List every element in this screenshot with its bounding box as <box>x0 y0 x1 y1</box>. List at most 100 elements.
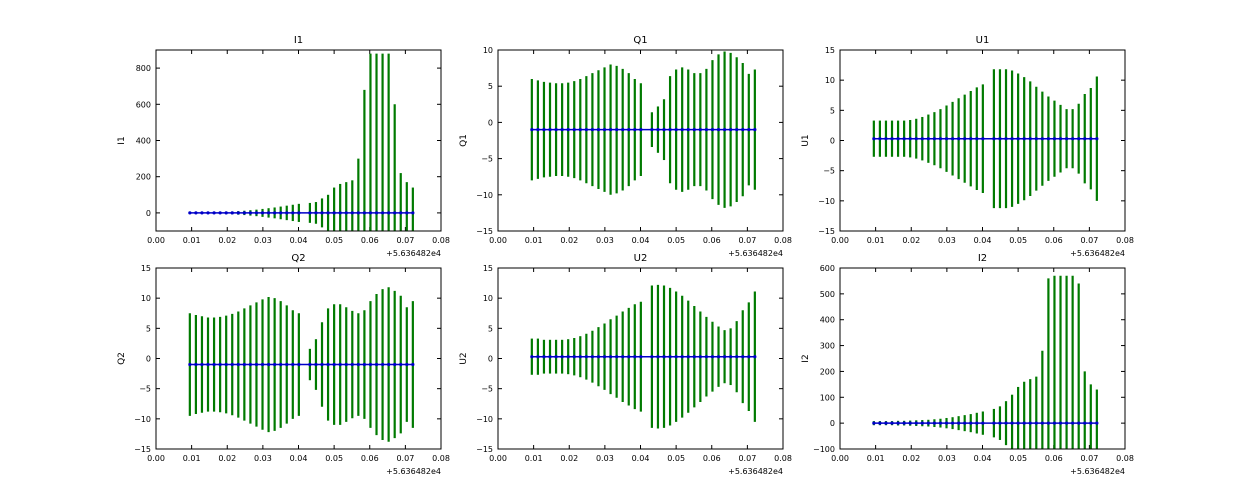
data-point <box>753 128 757 132</box>
y-tick-label: 15 <box>825 46 835 55</box>
data-point <box>194 211 198 215</box>
y-tick-label: 500 <box>820 290 835 299</box>
data-point <box>890 137 894 141</box>
data-point <box>260 362 265 367</box>
subplot-q2: Q2 Q2 0.00 0.01 0.02 0.03 0.04 0.05 0.06 0.07 0.08… <box>117 253 450 476</box>
subplot-title: Q1 <box>633 35 647 46</box>
data-point <box>254 362 259 367</box>
x-tick-label: 0.03 <box>596 236 614 245</box>
data-point <box>692 128 696 132</box>
x-tick-label: 0.02 <box>218 454 236 463</box>
data-point <box>374 362 379 367</box>
data-point <box>957 421 961 425</box>
data-point <box>387 362 391 367</box>
data-point <box>963 137 967 141</box>
y-tick-label: −10 <box>818 197 835 206</box>
y-tick-label: 5 <box>146 324 151 333</box>
data-point <box>710 128 715 132</box>
x-tick-label: 0.08 <box>774 236 792 245</box>
subplot-u2: U2 U2 0.00 0.01 0.02 0.03 0.04 0.05 0.06 0.07 0.08… <box>459 253 792 476</box>
x-tick-label: 0.02 <box>218 236 236 245</box>
y-axis-label: Q1 <box>459 134 469 147</box>
data-point <box>1034 137 1038 141</box>
data-point <box>338 362 342 367</box>
y-tick-label: 300 <box>820 342 835 351</box>
data-point <box>273 211 277 215</box>
subplot-title: U1 <box>976 35 990 46</box>
data-point <box>602 128 607 132</box>
data-point <box>650 355 654 359</box>
data-point <box>344 362 348 367</box>
data-point <box>1022 137 1026 141</box>
data-point <box>266 211 271 215</box>
data-point <box>957 137 961 141</box>
data-point <box>1095 137 1099 141</box>
x-tick-label: 0.02 <box>560 454 578 463</box>
data-point <box>674 355 678 359</box>
data-point <box>729 355 733 359</box>
x-offset-label: +5.636482e4 <box>386 467 441 476</box>
data-point <box>332 362 336 367</box>
data-point <box>308 362 312 367</box>
x-tick-label: 0.04 <box>290 236 308 245</box>
y-tick-label: −5 <box>481 155 493 164</box>
x-offset-label: +5.636482e4 <box>386 249 441 258</box>
data-point <box>1064 137 1069 141</box>
data-point <box>621 128 625 132</box>
data-point <box>206 362 210 367</box>
axes-frame <box>155 267 442 450</box>
data-point <box>230 362 234 367</box>
data-point <box>908 137 912 141</box>
data-point <box>722 355 727 359</box>
x-tick-label: 0.04 <box>974 454 992 463</box>
data-point <box>326 211 330 215</box>
data-point <box>248 211 253 215</box>
data-point <box>938 137 943 141</box>
data-point <box>242 211 246 215</box>
data-point <box>1010 421 1014 425</box>
x-tick-label: 0.03 <box>938 454 956 463</box>
x-tick-label: 0.06 <box>361 236 379 245</box>
y-tick-label: −5 <box>481 385 493 394</box>
data-point <box>698 128 702 132</box>
data-point <box>206 211 210 215</box>
y-tick-label: −10 <box>476 191 493 200</box>
data-point <box>729 128 733 132</box>
data-point <box>380 211 385 215</box>
data-point <box>1083 421 1087 425</box>
data-point <box>1083 137 1087 141</box>
data-point <box>627 128 631 132</box>
data-point <box>963 421 967 425</box>
data-point <box>314 362 318 367</box>
data-point <box>326 362 330 367</box>
data-point <box>902 137 906 141</box>
data-point <box>566 355 570 359</box>
data-point <box>753 355 757 359</box>
data-point <box>920 421 924 425</box>
data-point <box>920 137 924 141</box>
data-point <box>236 211 240 215</box>
data-point <box>615 128 619 132</box>
data-point <box>188 211 192 215</box>
data-point <box>969 421 973 425</box>
data-point <box>224 362 228 367</box>
data-point <box>926 421 930 425</box>
data-point <box>350 211 354 215</box>
data-point <box>896 421 900 425</box>
data-point <box>590 355 595 359</box>
data-point <box>914 137 918 141</box>
data-point <box>1016 421 1020 425</box>
data-point <box>710 355 715 359</box>
data-point <box>584 128 588 132</box>
x-tick-label: 0.06 <box>703 454 721 463</box>
data-point <box>350 362 354 367</box>
y-tick-label: −100 <box>813 445 835 454</box>
x-offset-label: +5.636482e4 <box>728 249 783 258</box>
data-point <box>747 128 751 132</box>
x-tick-label: 0.00 <box>831 236 849 245</box>
data-point <box>1052 421 1057 425</box>
x-tick-label: 0.00 <box>489 454 507 463</box>
data-point <box>633 128 637 132</box>
data-point <box>722 128 727 132</box>
data-point <box>273 362 277 367</box>
